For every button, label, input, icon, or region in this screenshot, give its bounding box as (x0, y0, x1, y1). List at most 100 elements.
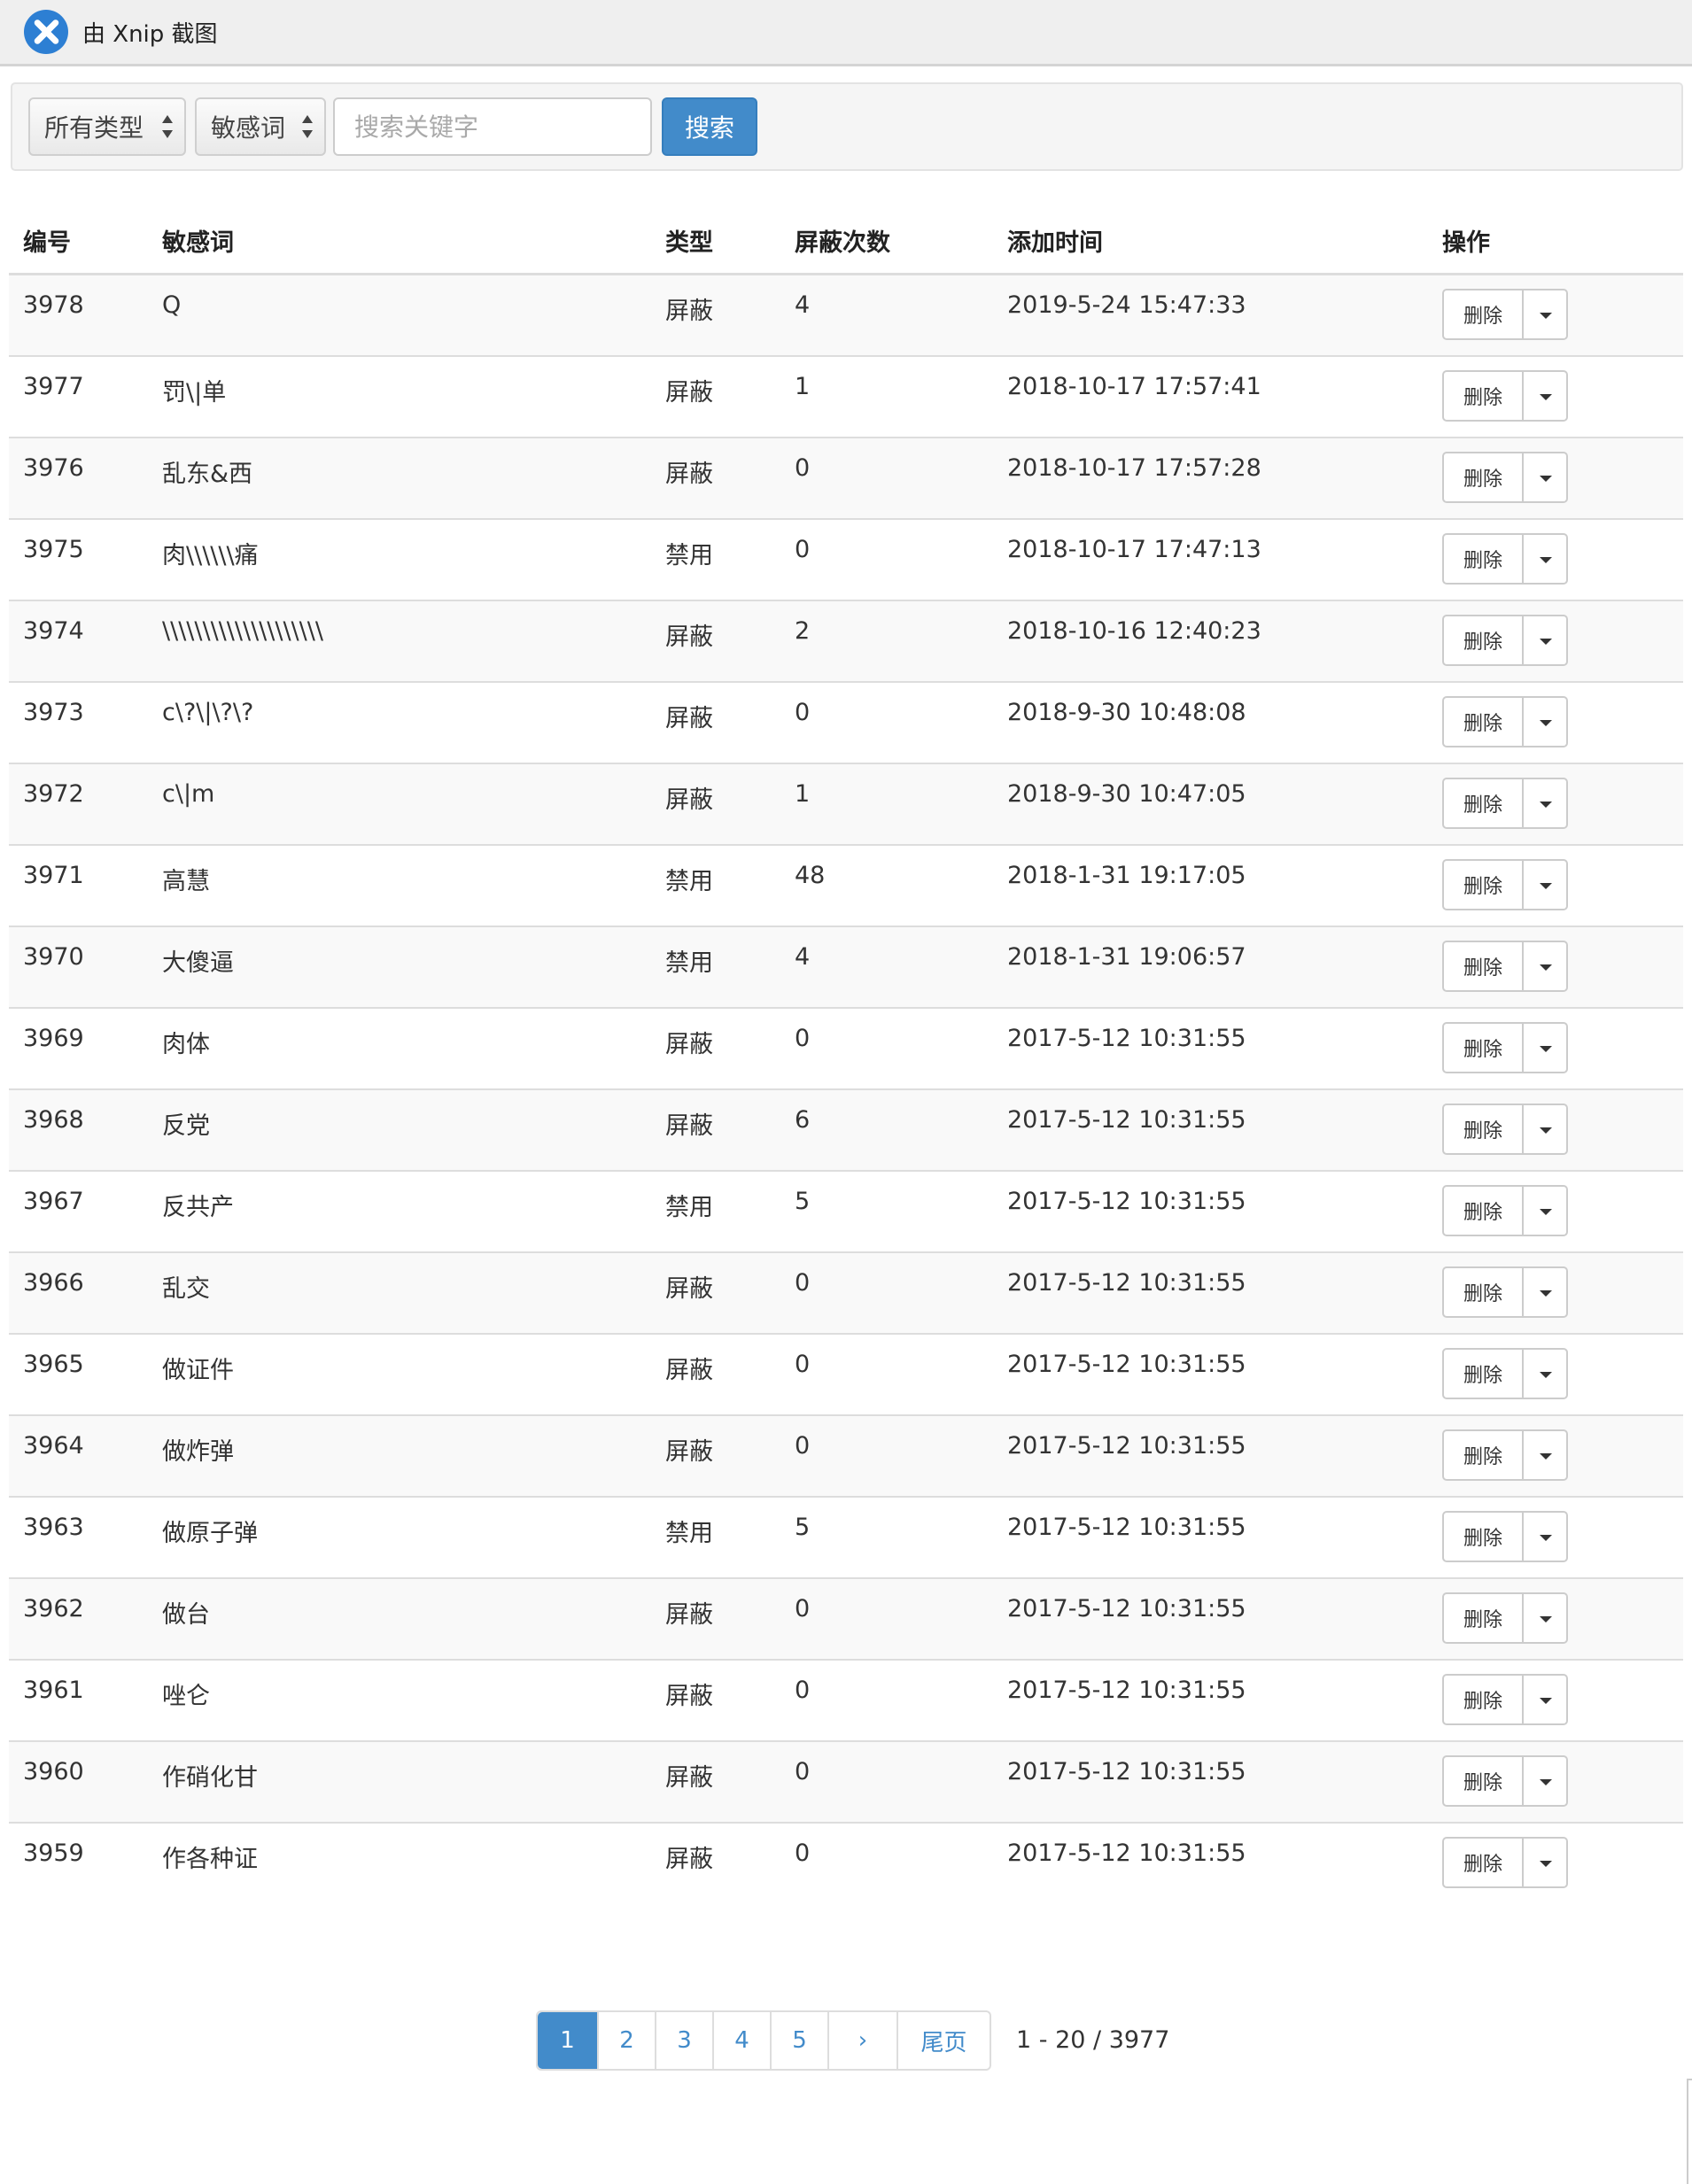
cell-word: 做证件 (148, 1332, 651, 1415)
row-action-group: 删除 (1442, 777, 1568, 829)
row-menu-toggle[interactable] (1524, 1754, 1568, 1807)
delete-button[interactable]: 删除 (1442, 1592, 1524, 1644)
cell-count: 0 (780, 1821, 993, 1904)
row-menu-toggle[interactable] (1524, 1184, 1568, 1236)
cell-op: 删除 (1428, 843, 1683, 926)
window-corner (1687, 2079, 1692, 2184)
row-menu-toggle[interactable] (1524, 532, 1568, 585)
page-link-5[interactable]: 5 (770, 2012, 827, 2069)
header-word[interactable]: 敏感词 (148, 208, 651, 275)
last-page-button[interactable]: 尾页 (896, 2012, 990, 2069)
delete-button[interactable]: 删除 (1442, 1103, 1524, 1155)
row-menu-toggle[interactable] (1524, 1021, 1568, 1073)
delete-button[interactable]: 删除 (1442, 1347, 1524, 1399)
cell-time: 2018-1-31 19:06:57 (993, 925, 1428, 1008)
delete-button[interactable]: 删除 (1442, 1021, 1524, 1073)
table-row: 3967 反共产 禁用 5 2017-5-12 10:31:55 删除 (9, 1169, 1683, 1252)
delete-button[interactable]: 删除 (1442, 614, 1524, 666)
delete-button[interactable]: 删除 (1442, 369, 1524, 422)
delete-button[interactable]: 删除 (1442, 940, 1524, 992)
cell-type: 屏蔽 (651, 1821, 780, 1904)
row-action-group: 删除 (1442, 940, 1568, 992)
header-op: 操作 (1428, 208, 1683, 275)
row-menu-toggle[interactable] (1524, 777, 1568, 829)
table-body: 3978 Q 屏蔽 4 2019-5-24 15:47:33 删除 3977 罚\|单 屏蔽 1 2… (9, 273, 1683, 1904)
cell-op: 删除 (1428, 762, 1683, 845)
row-menu-toggle[interactable] (1524, 1347, 1568, 1399)
cell-word: 乱东&西 (148, 436, 651, 519)
header-type[interactable]: 类型 (651, 208, 780, 275)
delete-button[interactable]: 删除 (1442, 451, 1524, 503)
cell-type: 屏蔽 (651, 1739, 780, 1823)
cell-count: 0 (780, 1332, 993, 1415)
delete-button[interactable]: 删除 (1442, 1754, 1524, 1807)
cell-count: 0 (780, 436, 993, 519)
cell-word: 反党 (148, 1088, 651, 1171)
page-link-2[interactable]: 2 (597, 2012, 655, 2069)
header-time[interactable]: 添加时间 (993, 208, 1428, 275)
row-menu-toggle[interactable] (1524, 369, 1568, 422)
cell-word: \\\\\\\\\\\\\\\\\\\\ (148, 599, 651, 682)
caret-down-icon (1540, 556, 1552, 563)
row-menu-toggle[interactable] (1524, 614, 1568, 666)
delete-button[interactable]: 删除 (1442, 289, 1524, 340)
cell-id: 3975 (9, 517, 148, 600)
next-page-button[interactable]: › (827, 2012, 896, 2069)
row-menu-toggle[interactable] (1524, 1510, 1568, 1562)
cell-count: 0 (780, 1576, 993, 1660)
cell-time: 2018-9-30 10:48:08 (993, 680, 1428, 763)
cell-type: 屏蔽 (651, 273, 780, 356)
cell-type: 禁用 (651, 517, 780, 600)
delete-button[interactable]: 删除 (1442, 1836, 1524, 1888)
row-menu-toggle[interactable] (1524, 451, 1568, 503)
cell-count: 5 (780, 1169, 993, 1252)
caret-down-icon (1540, 1860, 1552, 1867)
table-row: 3962 做台 屏蔽 0 2017-5-12 10:31:55 删除 (9, 1576, 1683, 1660)
row-menu-toggle[interactable] (1524, 1592, 1568, 1644)
cell-op: 删除 (1428, 1088, 1683, 1171)
search-button[interactable]: 搜索 (662, 97, 757, 156)
type-select[interactable]: 所有类型 (28, 97, 186, 156)
header-count[interactable]: 屏蔽次数 (780, 208, 993, 275)
field-select[interactable]: 敏感词 (195, 97, 326, 156)
row-menu-toggle[interactable] (1524, 1836, 1568, 1888)
delete-button[interactable]: 删除 (1442, 858, 1524, 910)
delete-button[interactable]: 删除 (1442, 1510, 1524, 1562)
cell-time: 2019-5-24 15:47:33 (993, 273, 1428, 356)
table-row: 3970 大傻逼 禁用 4 2018-1-31 19:06:57 删除 (9, 925, 1683, 1008)
caret-down-icon (1540, 313, 1552, 319)
delete-button[interactable]: 删除 (1442, 777, 1524, 829)
row-menu-toggle[interactable] (1524, 289, 1568, 340)
row-menu-toggle[interactable] (1524, 1673, 1568, 1725)
caret-down-icon (1540, 1289, 1552, 1297)
row-menu-toggle[interactable] (1524, 1103, 1568, 1155)
row-menu-toggle[interactable] (1524, 858, 1568, 910)
delete-button[interactable]: 删除 (1442, 1673, 1524, 1725)
cell-op: 删除 (1428, 1658, 1683, 1741)
row-menu-toggle[interactable] (1524, 695, 1568, 747)
cell-word: 作各种证 (148, 1821, 651, 1904)
cell-type: 屏蔽 (651, 1006, 780, 1089)
row-menu-toggle[interactable] (1524, 1266, 1568, 1318)
cell-time: 2018-10-17 17:57:41 (993, 354, 1428, 438)
delete-button[interactable]: 删除 (1442, 1429, 1524, 1481)
cell-count: 4 (780, 925, 993, 1008)
caret-down-icon (1540, 801, 1552, 808)
delete-button[interactable]: 删除 (1442, 695, 1524, 747)
header-id[interactable]: 编号 (9, 208, 148, 275)
page-link-4[interactable]: 4 (712, 2012, 770, 2069)
cell-word: 做台 (148, 1576, 651, 1660)
row-menu-toggle[interactable] (1524, 1429, 1568, 1481)
page-link-3[interactable]: 3 (655, 2012, 712, 2069)
delete-button[interactable]: 删除 (1442, 532, 1524, 585)
row-action-group: 删除 (1442, 1184, 1568, 1236)
row-action-group: 删除 (1442, 1836, 1568, 1888)
delete-button[interactable]: 删除 (1442, 1266, 1524, 1318)
table-row: 3964 做炸弹 屏蔽 0 2017-5-12 10:31:55 删除 (9, 1413, 1683, 1497)
search-input[interactable] (333, 97, 652, 156)
row-menu-toggle[interactable] (1524, 940, 1568, 992)
delete-button[interactable]: 删除 (1442, 1184, 1524, 1236)
page-link-1[interactable]: 1 (538, 2012, 597, 2069)
field-select-value: 敏感词 (211, 113, 286, 143)
table-row: 3973 c\?\|\?\? 屏蔽 0 2018-9-30 10:48:08 删除 (9, 680, 1683, 763)
